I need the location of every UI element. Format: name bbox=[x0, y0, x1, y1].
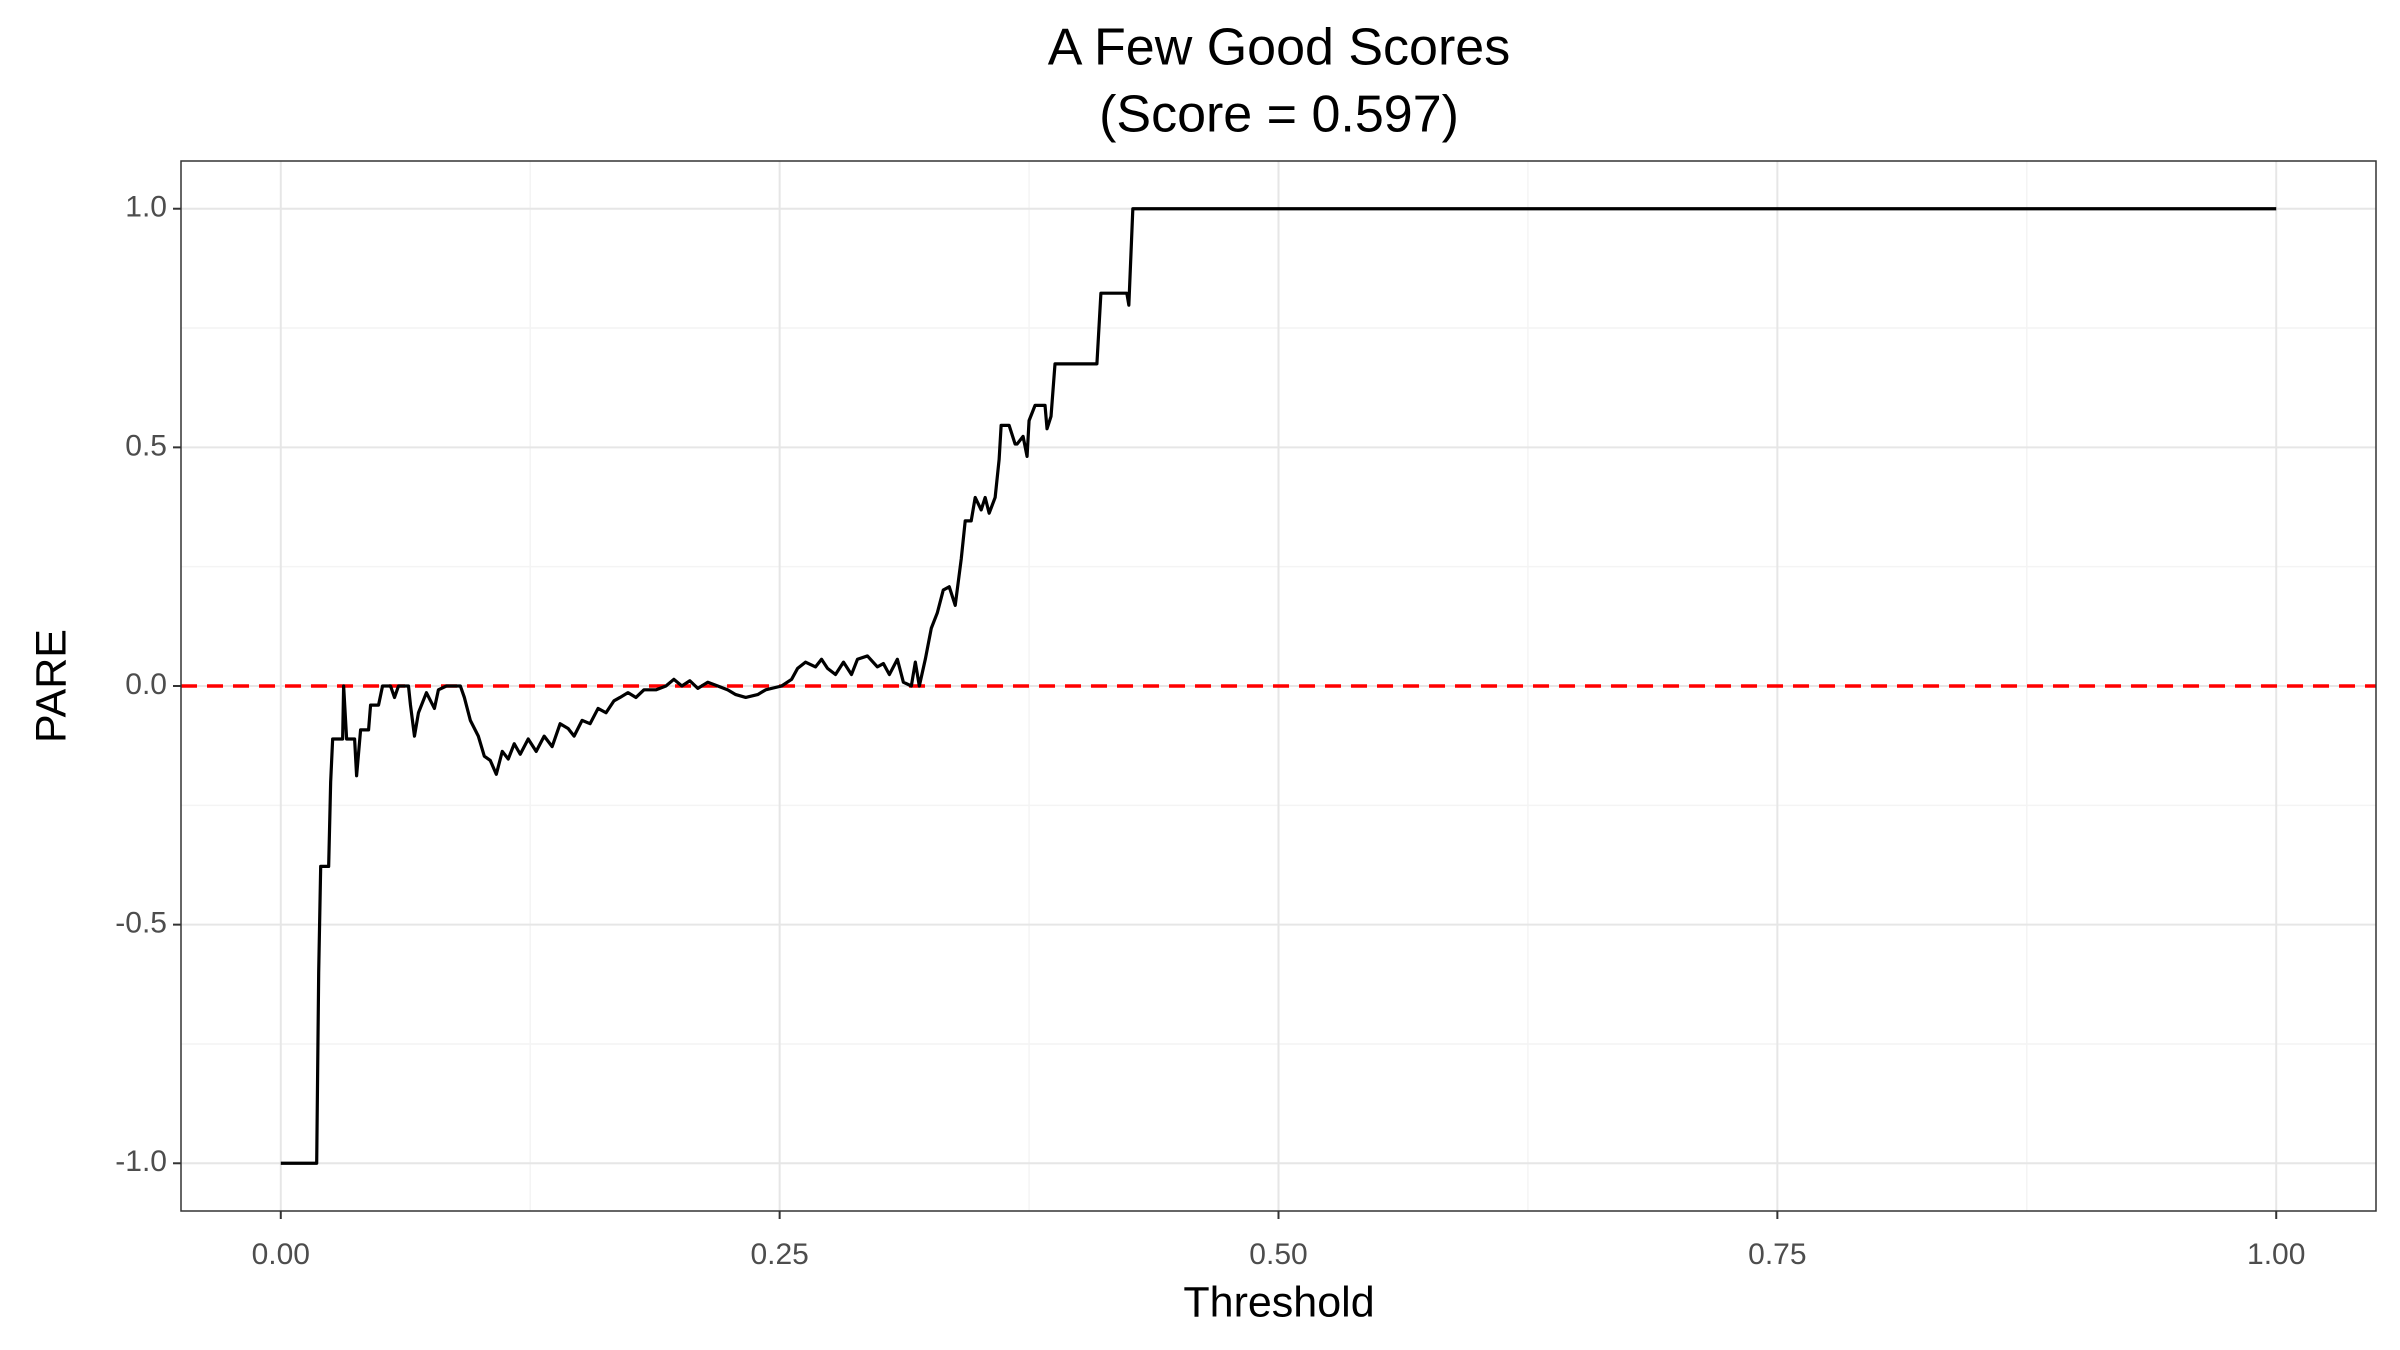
y-tick-label: -0.5 bbox=[115, 907, 167, 940]
y-tick-label: 1.0 bbox=[125, 191, 167, 224]
y-tick-label: -1.0 bbox=[115, 1145, 167, 1178]
x-tick-label: 1.00 bbox=[2247, 1238, 2305, 1271]
chart-subtitle: (Score = 0.597) bbox=[1099, 86, 1459, 144]
chart-title: A Few Good Scores bbox=[1048, 19, 1510, 77]
line bbox=[280, 207, 2277, 1165]
x-axis-title: Threshold bbox=[1183, 1278, 1374, 1326]
y-axis-title: PARE bbox=[27, 629, 75, 743]
x-tick-label: 0.00 bbox=[252, 1238, 310, 1271]
panel-border bbox=[180, 160, 2377, 1212]
x-tick-label: 0.50 bbox=[1249, 1238, 1307, 1271]
y-tick-label: 0.0 bbox=[125, 668, 167, 701]
y-tick-label: 0.5 bbox=[125, 429, 167, 462]
x-tick-label: 0.25 bbox=[750, 1238, 808, 1271]
x-tick-label: 0.75 bbox=[1748, 1238, 1806, 1271]
